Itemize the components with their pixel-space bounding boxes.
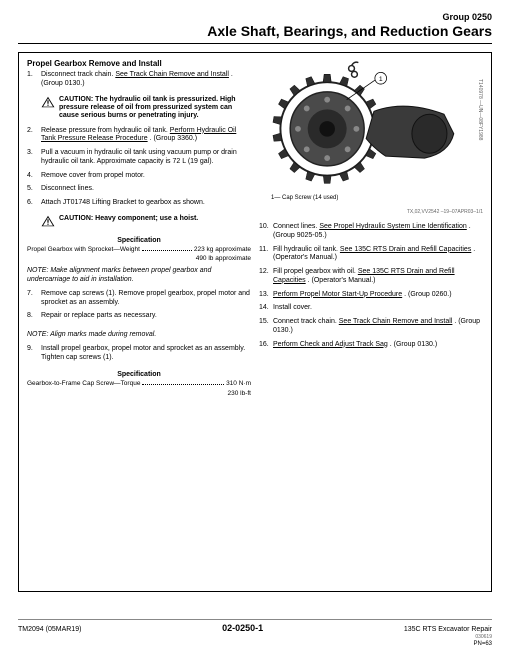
step-number: 1.: [27, 71, 41, 89]
procedure-step: 1.Disconnect track chain. See Track Chai…: [27, 71, 251, 89]
step-text: Repair or replace parts as necessary.: [41, 312, 251, 321]
step-text: Connect track chain. See Track Chain Rem…: [273, 318, 483, 336]
spec-label: Gearbox-to-Frame Cap Screw—Torque: [27, 380, 140, 388]
left-column: Propel Gearbox Remove and Install 1.Disc…: [27, 59, 251, 581]
cross-reference-link: See Propel Hydraulic System Line Identif…: [319, 223, 466, 230]
cross-reference-link: See 135C RTS Drain and Refill Capacities: [273, 268, 455, 284]
procedure-step: 14.Install cover.: [259, 304, 483, 313]
step-number: 11.: [259, 246, 273, 264]
procedure-step: 10.Connect lines. See Propel Hydraulic S…: [259, 223, 483, 241]
footer-left: TM2094 (05MAR19): [18, 626, 81, 633]
section-title: Propel Gearbox Remove and Install: [27, 59, 251, 68]
step-text: Disconnect lines.: [41, 185, 251, 194]
cross-reference-link: Perform Check and Adjust Track Sag: [273, 341, 388, 348]
spec-row: Gearbox-to-Frame Cap Screw—Torque 310 N·…: [27, 380, 251, 396]
procedure-step: 16.Perform Check and Adjust Track Sag . …: [259, 341, 483, 350]
procedure-step: 7.Remove cap screws (1). Remove propel g…: [27, 290, 251, 308]
spec-heading: Specification: [27, 237, 251, 244]
cross-reference-link: Perform Hydraulic Oil Tank Pressure Rele…: [41, 127, 236, 143]
caution-text: CAUTION: Heavy component; use a hoist.: [59, 215, 198, 227]
cross-reference-link: See Track Chain Remove and Install: [339, 318, 453, 325]
figure-caption: 1— Cap Screw (14 used): [271, 195, 483, 201]
step-number: 8.: [27, 312, 41, 321]
step-text: Release pressure from hydraulic oil tank…: [41, 127, 251, 145]
figure: 1 T140978 —UN—08FY1988: [259, 59, 483, 189]
note-text: NOTE: Make alignment marks between prope…: [27, 267, 251, 285]
procedure-step: 15.Connect track chain. See Track Chain …: [259, 318, 483, 336]
step-number: 10.: [259, 223, 273, 241]
caution-block: CAUTION: The hydraulic oil tank is press…: [27, 96, 251, 121]
footer-right-sub: 030619: [475, 634, 492, 640]
footer-rule: [18, 619, 492, 620]
spec-value: 230 lb-ft: [27, 390, 251, 397]
step-number: 13.: [259, 291, 273, 300]
warning-icon: [41, 215, 55, 227]
page-number: PN=63: [18, 641, 492, 647]
cross-reference-link: See Track Chain Remove and Install: [115, 71, 229, 78]
step-number: 14.: [259, 304, 273, 313]
sprocket-illustration: 1: [259, 59, 483, 189]
step-text: Perform Check and Adjust Track Sag . (Gr…: [273, 341, 483, 350]
step-number: 9.: [27, 345, 41, 363]
step-number: 7.: [27, 290, 41, 308]
caution-text: CAUTION: The hydraulic oil tank is press…: [59, 96, 251, 121]
procedure-step: 4.Remove cover from propel motor.: [27, 172, 251, 181]
spec-value: 310 N·m: [226, 380, 251, 388]
spec-value: 490 lb approximate: [27, 255, 251, 262]
step-text: Install propel gearbox, propel motor and…: [41, 345, 251, 363]
step-number: 12.: [259, 268, 273, 286]
step-number: 4.: [27, 172, 41, 181]
step-number: 6.: [27, 199, 41, 208]
warning-icon: [41, 96, 55, 108]
figure-code: TX,02,VV2542 –19–07APR03–1/1: [259, 209, 483, 215]
content-box: Propel Gearbox Remove and Install 1.Disc…: [18, 52, 492, 592]
step-text: Disconnect track chain. See Track Chain …: [41, 71, 251, 89]
step-text: Install cover.: [273, 304, 483, 313]
figure-reference: T140978 —UN—08FY1988: [477, 79, 483, 140]
spec-value: 223 kg approximate: [194, 246, 251, 254]
step-number: 3.: [27, 149, 41, 167]
step-text: Pull a vacuum in hydraulic oil tank usin…: [41, 149, 251, 167]
step-number: 5.: [27, 185, 41, 194]
cross-reference-link: Perform Propel Motor Start-Up Procedure: [273, 291, 402, 298]
footer-right-title: 135C RTS Excavator Repair: [404, 626, 492, 633]
step-text: Attach JT01748 Lifting Bracket to gearbo…: [41, 199, 251, 208]
group-label: Group 0250: [18, 12, 492, 22]
procedure-step: 5.Disconnect lines.: [27, 185, 251, 194]
header-rule: [18, 43, 492, 44]
step-number: 16.: [259, 341, 273, 350]
page-header: Group 0250 Axle Shaft, Bearings, and Red…: [18, 12, 492, 39]
step-text: Fill propel gearbox with oil. See 135C R…: [273, 268, 483, 286]
step-text: Remove cap screws (1). Remove propel gea…: [41, 290, 251, 308]
right-column: 1 T140978 —UN—08FY1988 1— Cap Screw (14 …: [259, 59, 483, 581]
step-text: Connect lines. See Propel Hydraulic Syst…: [273, 223, 483, 241]
procedure-step: 8.Repair or replace parts as necessary.: [27, 312, 251, 321]
svg-text:1: 1: [379, 76, 383, 83]
spec-label: Propel Gearbox with Sprocket—Weight: [27, 246, 140, 254]
procedure-step: 2.Release pressure from hydraulic oil ta…: [27, 127, 251, 145]
leader-dots: [142, 246, 192, 251]
spec-row: Propel Gearbox with Sprocket—Weight 223 …: [27, 246, 251, 262]
step-text: Fill hydraulic oil tank. See 135C RTS Dr…: [273, 246, 483, 264]
step-number: 15.: [259, 318, 273, 336]
procedure-step: 13.Perform Propel Motor Start-Up Procedu…: [259, 291, 483, 300]
procedure-step: 11.Fill hydraulic oil tank. See 135C RTS…: [259, 246, 483, 264]
leader-dots: [142, 380, 224, 385]
procedure-step: 3.Pull a vacuum in hydraulic oil tank us…: [27, 149, 251, 167]
note-text: NOTE: Align marks made during removal.: [27, 331, 251, 340]
cross-reference-link: See 135C RTS Drain and Refill Capacities: [340, 246, 471, 253]
step-number: 2.: [27, 127, 41, 145]
procedure-step: 12.Fill propel gearbox with oil. See 135…: [259, 268, 483, 286]
procedure-step: 6.Attach JT01748 Lifting Bracket to gear…: [27, 199, 251, 208]
caution-block: CAUTION: Heavy component; use a hoist.: [27, 215, 251, 227]
spec-heading: Specification: [27, 371, 251, 378]
footer-center: 02-0250-1: [222, 623, 263, 633]
page-title: Axle Shaft, Bearings, and Reduction Gear…: [18, 23, 492, 39]
procedure-step: 9.Install propel gearbox, propel motor a…: [27, 345, 251, 363]
step-text: Perform Propel Motor Start-Up Procedure …: [273, 291, 483, 300]
page-footer: TM2094 (05MAR19) 02-0250-1 135C RTS Exca…: [18, 619, 492, 647]
step-text: Remove cover from propel motor.: [41, 172, 251, 181]
